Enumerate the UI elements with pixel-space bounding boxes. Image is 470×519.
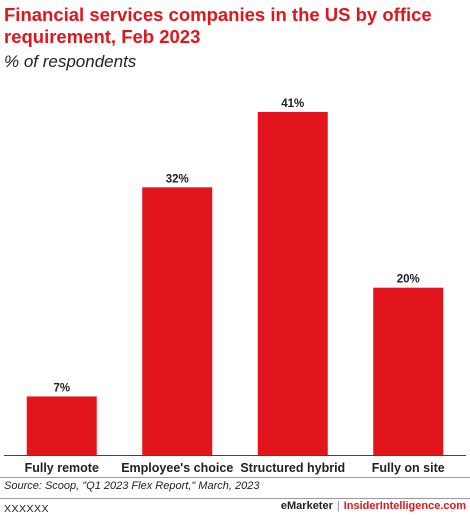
footer-divider	[0, 498, 470, 499]
source-note: Source: Scoop, "Q1 2023 Flex Report," Ma…	[4, 480, 260, 492]
chart-id: XXXXXX	[4, 503, 50, 515]
data-label-3: 20%	[397, 274, 420, 286]
chart-title: Financial services companies in the US b…	[4, 4, 432, 47]
brand-emarketer: eMarketer	[280, 500, 333, 512]
category-label-3: Fully on site	[372, 461, 445, 475]
source-divider	[0, 477, 470, 478]
bar-3	[373, 287, 444, 455]
bar-0	[26, 396, 97, 455]
category-label-0: Fully remote	[25, 461, 99, 475]
bar-1	[142, 187, 213, 456]
data-label-1: 32%	[166, 173, 189, 185]
brand-insider-intelligence: InsiderIntelligence.com	[343, 500, 466, 512]
data-label-0: 7%	[53, 382, 70, 394]
brand-separator: |	[336, 500, 340, 512]
bar-2	[257, 112, 328, 455]
data-label-2: 41%	[281, 98, 304, 110]
category-label-2: Structured hybrid	[240, 461, 345, 475]
brand-footer: eMarketer | InsiderIntelligence.com	[281, 500, 466, 512]
chart-subtitle: % of respondents	[4, 52, 137, 71]
category-label-1: Employee's choice	[121, 461, 233, 475]
bar-chart: 7% Fully remote 32% Employee's choice 41% Str…	[4, 98, 466, 475]
